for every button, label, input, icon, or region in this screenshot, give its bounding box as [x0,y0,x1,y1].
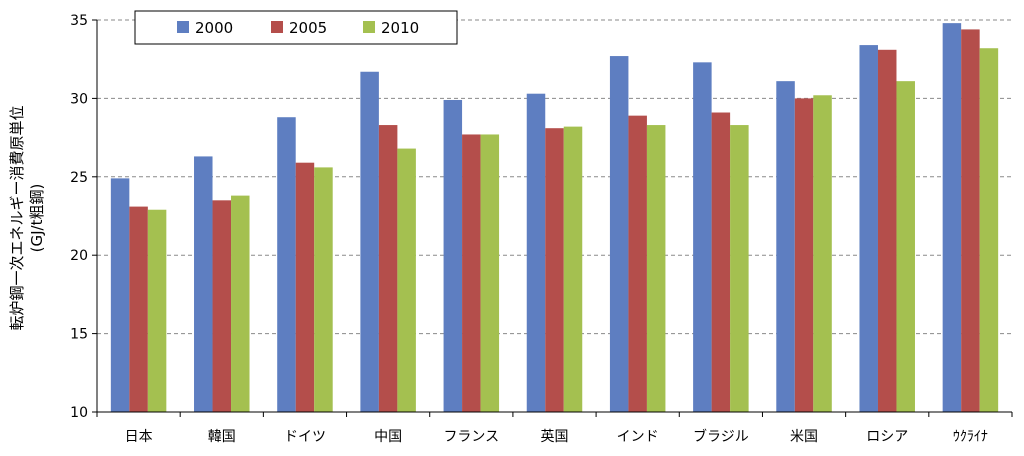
bar-2010 [480,134,500,413]
bar-2005 [295,162,315,412]
bar-2010 [979,48,999,412]
y-tick-label: 35 [70,13,88,29]
bar-2000 [443,99,463,412]
category-label: フランス [443,429,499,445]
bar-2000 [693,62,712,412]
bar-2000 [859,45,878,412]
bar-2000 [110,178,130,412]
bar-2010 [563,126,583,413]
bar-2010 [896,81,915,412]
y-axis-unit: (GJ/t粗鋼) [28,184,46,253]
bar-2005 [711,112,731,413]
bar-2005 [129,206,148,412]
y-tick-label: 15 [70,327,88,343]
category-label: ドイツ [284,429,326,445]
category-label: ブラジル [693,428,749,445]
bar-2005 [877,49,897,413]
legend-label-2000: 2000 [195,19,233,37]
bar-2010 [646,125,666,412]
category-label: 中国 [374,429,402,445]
y-axis-title: 転炉鋼一次エネルギー消費原単位 (GJ/t粗鋼) [8,105,46,330]
legend-label-2005: 2005 [289,19,327,37]
bars [110,23,999,413]
bar-2000 [526,93,546,413]
legend-box [134,10,458,45]
bar-2000 [776,81,795,412]
y-tick-labels: 10 15 20 25 30 35 [70,13,88,421]
bar-2000 [609,56,629,413]
bar-2010 [813,95,832,412]
legend: 2000 2005 2010 [134,10,458,45]
y-tick-label: 25 [70,170,88,186]
bar-2000 [942,23,962,413]
bar-2000 [360,71,379,412]
legend-swatch-2005 [271,21,283,33]
bar-2005 [628,115,647,412]
category-label: ｳｸﾗｲﾅ [953,429,988,445]
legend-swatch-2010 [363,21,375,33]
bar-2005 [545,128,564,412]
bar-2005 [462,134,481,413]
category-label: 日本 [125,429,153,445]
bar-2010 [314,167,333,412]
legend-swatch-2000 [177,21,189,33]
y-tick-label: 30 [70,91,88,107]
bar-2000 [194,156,213,412]
bar-2005 [378,125,398,412]
bar-2010 [231,195,250,412]
category-label: 英国 [541,428,569,445]
category-label: 韓国 [208,429,236,445]
bar-2010 [147,209,167,412]
bar-2005 [794,98,814,413]
category-label: ロシア [866,429,908,445]
bar-2010 [397,148,416,413]
category-label: インド [617,429,659,445]
y-tick-label: 10 [70,405,88,421]
category-label: 米国 [790,429,818,445]
bar-2000 [277,117,296,412]
bar-2005 [212,200,232,412]
category-labels: 日本 韓国 ドイツ 中国 フランス 英国 インド ブラジル 米国 ロシア ｳｸﾗｲﾅ [125,428,988,445]
legend-label-2010: 2010 [381,19,419,37]
axes [92,19,1013,417]
y-axis-label: 転炉鋼一次エネルギー消費原単位 [8,105,26,330]
bar-2005 [961,29,980,413]
bar-2010 [730,125,749,412]
y-tick-label: 20 [70,248,88,264]
